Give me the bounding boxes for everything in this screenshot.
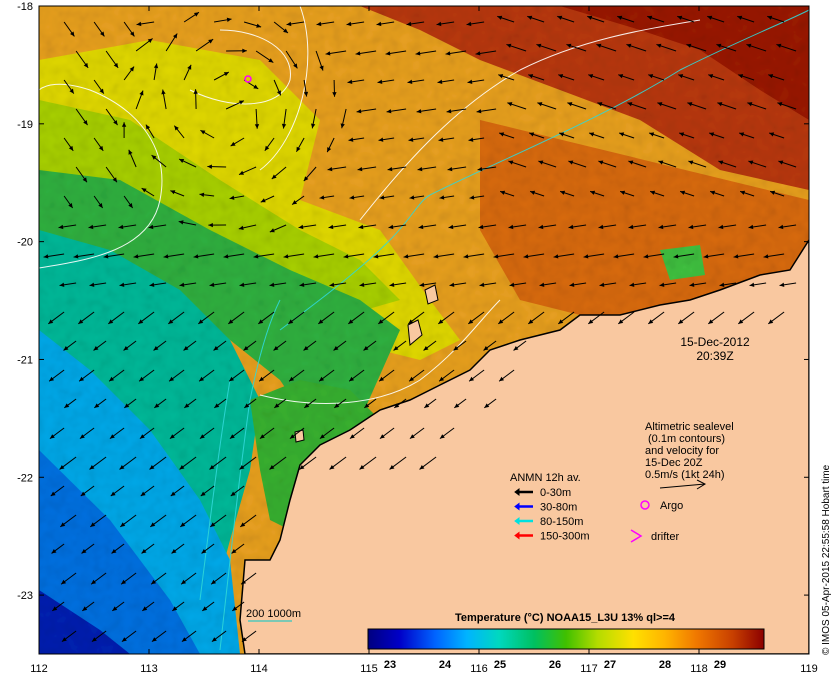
colorbar-tick-label: 24	[439, 659, 452, 671]
anmn-legend-title: ANMN 12h av.	[510, 472, 581, 484]
lat-tick-label: -18	[17, 1, 33, 13]
sealevel-note: Altimetric sealevel (0.1m contours) and …	[645, 421, 734, 490]
lon-axis: 112 113 114 115 116 117 118 119	[30, 6, 818, 675]
velocity-arrows	[43, 11, 797, 643]
colorbar-tick-label: 27	[604, 659, 616, 671]
anmn-legend-item: 30-80m	[514, 502, 577, 514]
lon-tick-label: 118	[690, 663, 708, 675]
svg-text:Altimetric sealevel: Altimetric sealevel	[645, 421, 734, 433]
argo-legend-label: Argo	[660, 500, 683, 512]
date-line1: 15-Dec-2012	[680, 335, 750, 349]
land	[239, 238, 809, 654]
anmn-legend-item: 0-30m	[514, 487, 571, 499]
side-credit: © IMOS 05-Apr-2015 22:55:58 Hobart time	[821, 464, 832, 655]
anmn-legend-item: 80-150m	[514, 516, 583, 528]
sst-field	[39, 6, 809, 654]
lat-tick-label: -23	[17, 590, 33, 602]
lon-tick-label: 119	[800, 663, 818, 675]
anmn-legend-item: 150-300m	[514, 531, 590, 543]
lat-tick-label: -19	[17, 119, 33, 131]
date-line2: 20:39Z	[696, 349, 733, 363]
anmn-legend-label: 0-30m	[540, 487, 571, 499]
lon-tick-label: 115	[360, 663, 378, 675]
marker-legend: Argo drifter	[630, 500, 683, 543]
anmn-legend-label: 30-80m	[540, 502, 577, 514]
colorbar-tick-label: 25	[494, 659, 506, 671]
drifter-legend-icon	[630, 529, 643, 543]
isobath-legend: 200 1000m	[246, 608, 301, 622]
lon-tick-label: 112	[30, 663, 48, 675]
lat-axis: -18 -19 -20 -21 -22 -23	[17, 1, 809, 602]
lon-tick-label: 113	[140, 663, 158, 675]
drifter-legend-label: drifter	[651, 531, 679, 543]
isobath-legend-label: 200 1000m	[246, 608, 301, 620]
scale-arrow	[659, 479, 707, 490]
anmn-legend-label: 80-150m	[540, 516, 583, 528]
plot-frame	[38, 5, 810, 655]
lon-tick-label: 116	[470, 663, 488, 675]
colorbar: Temperature (°C) NOAA15_L3U 13% ql>=4 23…	[367, 612, 765, 671]
argo-marker	[244, 75, 252, 83]
colorbar-tick-label: 29	[714, 659, 726, 671]
colorbar-tick-label: 28	[659, 659, 671, 671]
lon-tick-label: 117	[580, 663, 598, 675]
anmn-legend: ANMN 12h av. 0-30m 30-80m 80-150m 150-300m	[510, 472, 590, 543]
svg-text:15-Dec 20Z: 15-Dec 20Z	[645, 457, 703, 469]
colorbar-title: Temperature (°C) NOAA15_L3U 13% ql>=4	[455, 612, 676, 624]
lat-tick-label: -21	[17, 354, 33, 366]
anmn-legend-label: 150-300m	[540, 531, 590, 543]
argo-legend-icon	[640, 500, 650, 510]
svg-text:(0.1m contours): (0.1m contours)	[648, 433, 725, 445]
lat-tick-label: -22	[17, 472, 33, 484]
colorbar-tick-label: 26	[549, 659, 561, 671]
svg-text:and velocity for: and velocity for	[645, 445, 719, 457]
colorbar-tick-label: 23	[384, 659, 396, 671]
lon-tick-label: 114	[250, 663, 268, 675]
svg-text:0.5m/s (1kt 24h): 0.5m/s (1kt 24h)	[645, 469, 724, 481]
lat-tick-label: -20	[17, 237, 33, 249]
